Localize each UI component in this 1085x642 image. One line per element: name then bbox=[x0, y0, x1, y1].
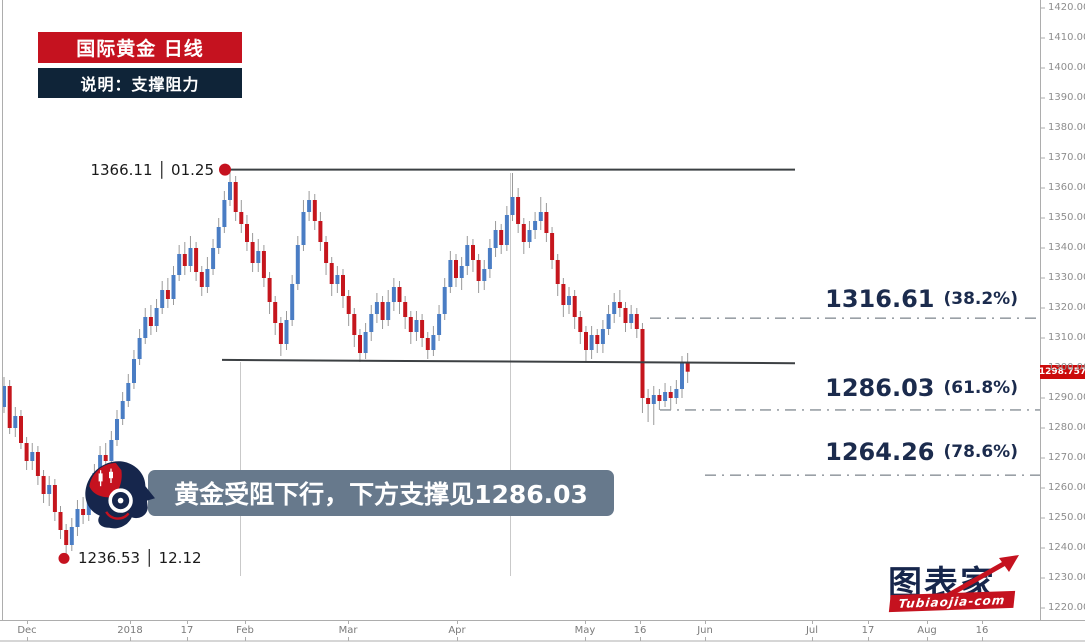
fib-percent: (38.2%) bbox=[943, 289, 1018, 309]
y-axis-price-label: 1230.000 bbox=[1048, 572, 1085, 583]
y-axis-price-label: 1400.000 bbox=[1048, 62, 1085, 73]
y-axis-price-label: 1330.000 bbox=[1048, 272, 1085, 283]
y-axis-price-label: 1360.000 bbox=[1048, 182, 1085, 193]
y-axis-price-label: 1240.000 bbox=[1048, 542, 1085, 553]
chart-title: 国际黄金 日线 bbox=[76, 38, 204, 60]
fib-price: 1264.26 bbox=[825, 438, 935, 466]
y-axis-price-label: 1290.000 bbox=[1048, 392, 1085, 403]
chart-subtitle: 说明：支撑阻力 bbox=[80, 75, 200, 94]
x-axis-date-label: Jul bbox=[805, 625, 819, 636]
y-axis-price-label: 1280.000 bbox=[1048, 422, 1085, 433]
fib-level-61.8: 1286.03 (61.8%) bbox=[825, 374, 1018, 402]
swing-high-label: 1366.11 │ 01.25 bbox=[90, 161, 214, 179]
y-axis-price-label: 1380.000 bbox=[1048, 122, 1085, 133]
current-price-tag: 1298.757 bbox=[1038, 365, 1085, 379]
y-axis-price-label: 1420.000 bbox=[1048, 2, 1085, 13]
chart-title-badge: 国际黄金 日线 bbox=[38, 32, 242, 63]
y-axis-price-label: 1340.000 bbox=[1048, 242, 1085, 253]
swing-low-dot bbox=[58, 552, 70, 564]
x-axis-date-label: May bbox=[574, 625, 596, 636]
tubiaojia-logo: 图表家 Tubiaojia-com bbox=[886, 555, 1022, 613]
y-axis-price-label: 1320.000 bbox=[1048, 302, 1085, 313]
x-axis-date-label: Mar bbox=[338, 625, 358, 636]
x-axis-date-label: 2018 bbox=[117, 625, 143, 636]
x-axis-date-label: Apr bbox=[448, 625, 466, 636]
x-axis-date-label: Jun bbox=[697, 625, 713, 636]
x-axis-date-label: 16 bbox=[633, 625, 647, 636]
y-axis-price-label: 1410.000 bbox=[1048, 32, 1085, 43]
chart-subtitle-badge: 说明：支撑阻力 bbox=[38, 68, 242, 98]
swing-high-dot bbox=[219, 163, 231, 176]
fib-price: 1316.61 bbox=[825, 285, 935, 313]
analysis-caption-banner: 黄金受阻下行，下方支撑见1286.03 bbox=[148, 470, 614, 516]
fib-percent: (61.8%) bbox=[943, 378, 1018, 398]
y-axis-price-label: 1250.000 bbox=[1048, 512, 1085, 523]
y-axis-price-label: 1390.000 bbox=[1048, 92, 1085, 103]
fib-level-78.6: 1264.26 (78.6%) bbox=[825, 438, 1018, 466]
y-axis-price-label: 1370.000 bbox=[1048, 152, 1085, 163]
resistance-trendline bbox=[219, 163, 795, 176]
swing-low-label: 1236.53 │ 12.12 bbox=[78, 549, 202, 567]
y-axis-price-label: 1270.000 bbox=[1048, 452, 1085, 463]
y-axis-price-label: 1350.000 bbox=[1048, 212, 1085, 223]
x-axis-date-label: Dec bbox=[17, 625, 37, 636]
fib-price: 1286.03 bbox=[825, 374, 935, 402]
x-axis-date-label: Feb bbox=[236, 625, 254, 636]
fib-level-38.2: 1316.61 (38.2%) bbox=[825, 285, 1018, 313]
rising-arrow-icon bbox=[945, 555, 1019, 599]
analysis-caption-text: 黄金受阻下行，下方支撑见1286.03 bbox=[174, 480, 588, 509]
candles-layer bbox=[2, 169, 690, 559]
y-axis-price-label: 1260.000 bbox=[1048, 482, 1085, 493]
x-axis-date-label: 17 bbox=[180, 625, 194, 636]
y-axis-price-label: 1300.000 bbox=[1048, 362, 1085, 373]
x-axis-date-label: 16 bbox=[975, 625, 989, 636]
support-trendline bbox=[221, 358, 796, 365]
x-axis-date-label: Aug bbox=[917, 625, 937, 636]
tubiaojia-mascot-head-icon bbox=[85, 461, 155, 529]
x-axis-date-label: 17 bbox=[861, 625, 875, 636]
y-axis-price-label: 1310.000 bbox=[1048, 332, 1085, 343]
logo-url-banner: Tubiaojia-com bbox=[888, 590, 1016, 613]
fib-percent: (78.6%) bbox=[943, 442, 1018, 462]
y-axis-price-label: 1220.000 bbox=[1048, 602, 1085, 613]
